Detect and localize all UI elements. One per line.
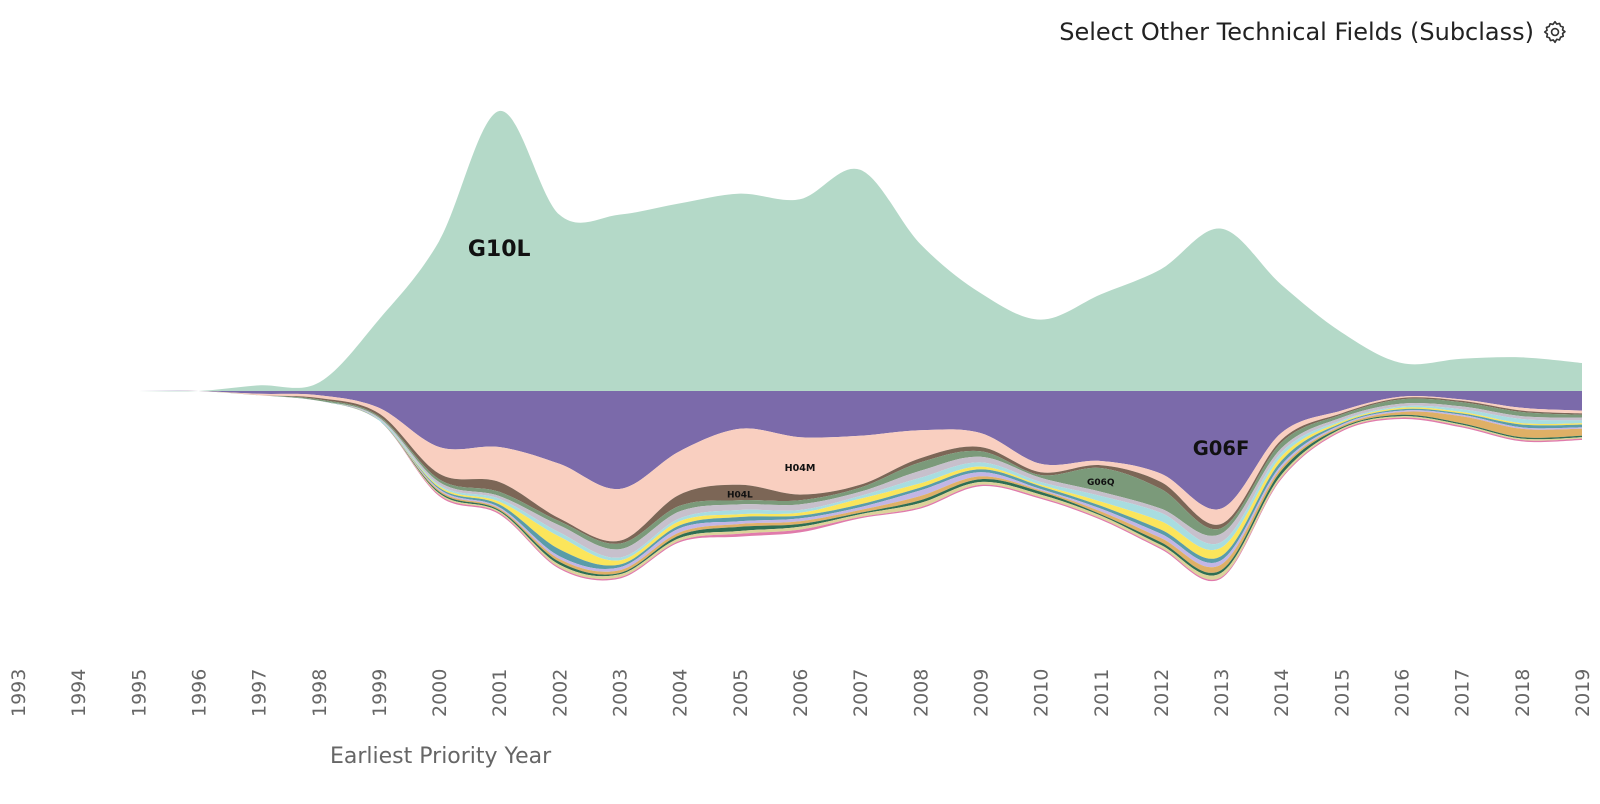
select-technical-fields-button[interactable]: Select Other Technical Fields (Subclass): [1059, 18, 1568, 46]
x-tick-label: 1996: [188, 669, 210, 717]
x-tick-label: 2017: [1452, 669, 1474, 717]
x-tick-label: 1993: [8, 669, 30, 717]
x-tick-label: 1995: [128, 669, 150, 717]
x-tick-label: 2019: [1572, 669, 1594, 717]
x-tick-label: 2018: [1512, 669, 1534, 717]
x-tick-label: 2010: [1031, 669, 1053, 717]
stream-label-g06q: G06Q: [1087, 478, 1115, 488]
stream-layers: [18, 110, 1582, 582]
x-tick-label: 1997: [249, 669, 271, 717]
x-tick-label: 2013: [1211, 669, 1233, 717]
stream-labels: G10L G06F H04M H04L G06Q: [468, 237, 1250, 501]
x-tick-label: 2003: [610, 669, 632, 717]
x-axis-label: Earliest Priority Year: [330, 744, 552, 769]
stream-layer-h04m[interactable]: [18, 390, 1582, 542]
x-tick-label: 2005: [730, 669, 752, 717]
x-tick-label: 2016: [1392, 669, 1414, 717]
x-tick-label: 2000: [429, 669, 451, 717]
x-tick-label: 2011: [1091, 669, 1113, 717]
stream-label-h04m: H04M: [785, 463, 816, 474]
x-tick-label: 1999: [369, 669, 391, 717]
x-tick-label: 1994: [68, 669, 90, 717]
x-tick-label: 2015: [1331, 669, 1353, 717]
x-axis-ticks: 1993 1994 1995 1996 1997 1998 1999 2000 2001 2002…: [8, 669, 1594, 717]
x-tick-label: 1998: [309, 669, 331, 717]
stream-label-h04l: H04L: [727, 491, 753, 501]
stream-label-g10l: G10L: [468, 237, 531, 262]
x-tick-label: 2012: [1151, 669, 1173, 717]
stream-layer-g10l[interactable]: [18, 110, 1582, 392]
x-tick-label: 2014: [1271, 669, 1293, 717]
x-tick-label: 2004: [670, 669, 692, 717]
x-tick-label: 2001: [489, 669, 511, 717]
stream-layer-6[interactable]: [18, 390, 1582, 561]
x-tick-label: 2006: [790, 669, 812, 717]
x-tick-label: 2007: [850, 669, 872, 717]
stream-label-g06f: G06F: [1193, 437, 1250, 460]
x-tick-label: 2002: [549, 669, 571, 717]
stream-layer-7[interactable]: [18, 390, 1582, 566]
stream-layer-8[interactable]: [18, 390, 1582, 570]
x-tick-label: 2009: [970, 669, 992, 717]
x-tick-label: 2008: [910, 669, 932, 717]
select-technical-fields-label: Select Other Technical Fields (Subclass): [1059, 18, 1534, 46]
gear-icon: [1543, 20, 1566, 44]
stream-layer-g06f[interactable]: [18, 390, 1582, 510]
